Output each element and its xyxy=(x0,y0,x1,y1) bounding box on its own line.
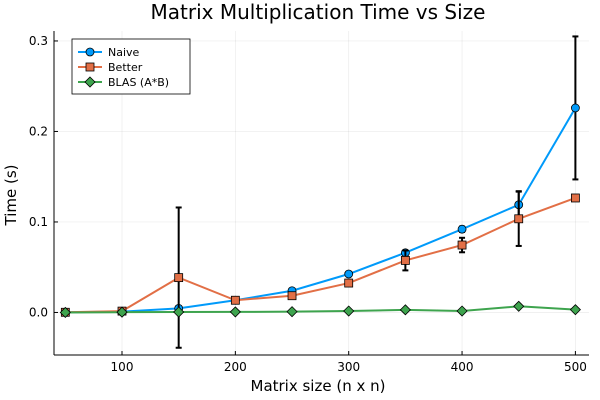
data-point xyxy=(400,256,410,265)
legend-label: Naive xyxy=(108,46,140,59)
legend-label: Better xyxy=(108,61,143,74)
data-point xyxy=(343,305,355,317)
x-axis-label: Matrix size (n x n) xyxy=(251,377,386,395)
data-point xyxy=(229,306,241,318)
legend-label: BLAS (A*B) xyxy=(108,76,169,89)
data-point xyxy=(286,306,298,318)
series-square xyxy=(60,190,580,349)
data-point xyxy=(230,295,240,305)
x-tick-label: 400 xyxy=(451,360,474,374)
data-point xyxy=(399,304,411,316)
data-point xyxy=(569,304,581,316)
data-point xyxy=(116,306,128,318)
y-tick-label: 0.0 xyxy=(29,305,48,319)
axes xyxy=(53,31,589,356)
x-tick-label: 100 xyxy=(111,360,134,374)
data-point xyxy=(287,291,297,301)
data-point xyxy=(344,269,354,279)
data-point xyxy=(513,300,525,312)
series-line xyxy=(65,197,576,314)
legend-marker xyxy=(84,76,96,88)
data-point xyxy=(456,305,468,317)
y-tick-label: 0.3 xyxy=(29,34,48,48)
series-line xyxy=(65,107,577,314)
data-point xyxy=(570,193,580,203)
data-point xyxy=(173,306,185,318)
y-axis-label: Time (s) xyxy=(2,165,20,227)
data-point xyxy=(457,224,467,234)
chart-title: Matrix Multiplication Time vs Size xyxy=(151,0,486,24)
data-point xyxy=(344,278,354,288)
x-tick-label: 200 xyxy=(224,360,247,374)
legend-marker xyxy=(85,47,95,57)
data-point xyxy=(457,240,467,250)
data-point xyxy=(174,273,184,283)
data-point xyxy=(59,306,71,319)
x-tick-label: 300 xyxy=(337,360,360,374)
series-diamond xyxy=(59,300,581,319)
ticks: 100 200 300 400 500 0.0 0.1 0.2 0.3 xyxy=(29,34,587,374)
data-point xyxy=(570,103,580,113)
legend-marker xyxy=(85,62,95,72)
y-tick-label: 0.1 xyxy=(29,215,48,229)
series-layer xyxy=(59,35,581,349)
data-point xyxy=(514,214,524,224)
legend: Naive Better BLAS (A*B) xyxy=(71,38,191,95)
series-line xyxy=(65,305,576,314)
x-tick-label: 500 xyxy=(564,360,587,374)
y-tick-label: 0.2 xyxy=(29,124,48,138)
